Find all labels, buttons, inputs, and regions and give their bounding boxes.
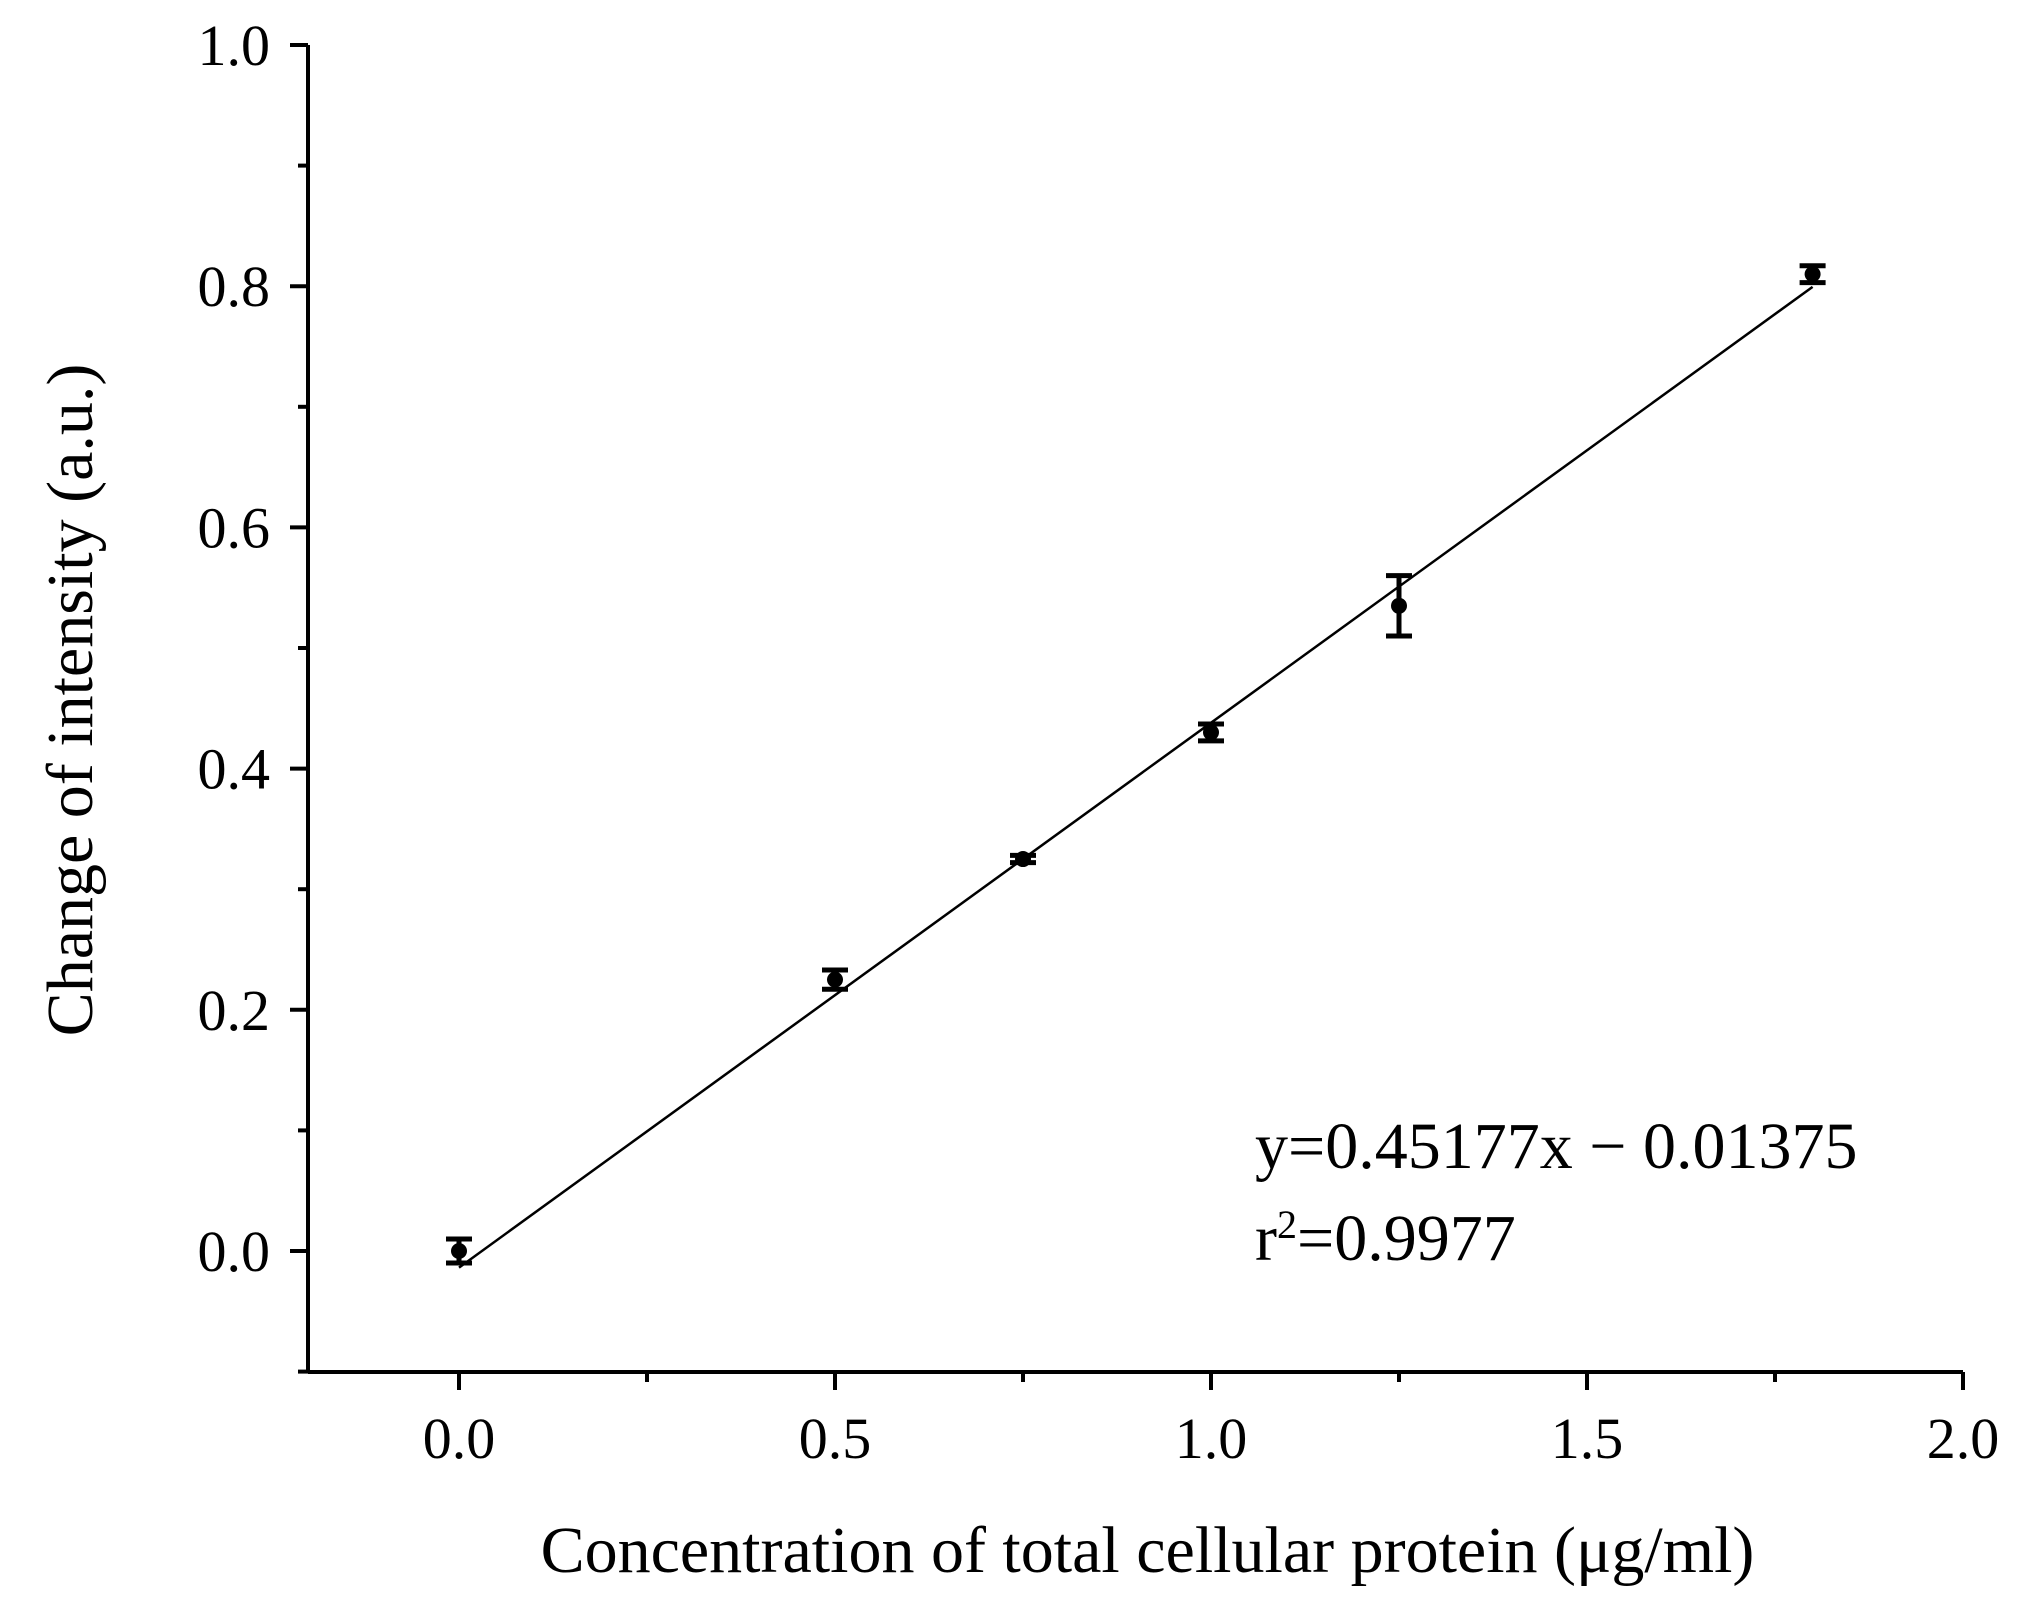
y-tick-label: 1.0 — [198, 13, 271, 78]
data-point — [1391, 597, 1407, 614]
data-point — [1804, 266, 1821, 283]
data-point-group — [822, 967, 848, 992]
data-point-group — [1799, 263, 1826, 286]
y-tick-label: 0.2 — [198, 978, 271, 1043]
y-axis-title: Change of intensity (a.u.) — [34, 364, 107, 1037]
y-tick-label: 0.6 — [198, 495, 271, 560]
r-squared-symbol: r — [1255, 1202, 1277, 1275]
y-tick-label: 0.8 — [198, 254, 271, 319]
data-point-group — [1010, 851, 1036, 868]
y-tick-label: 0.4 — [198, 737, 271, 802]
data-point — [827, 971, 843, 988]
r-squared-exponent: 2 — [1277, 1202, 1297, 1247]
x-tick-label: 0.5 — [799, 1406, 872, 1471]
data-point — [451, 1243, 467, 1259]
r-squared-annotation: r2=0.9977 — [1255, 1202, 1516, 1276]
regression-line — [458, 285, 1814, 1269]
data-point-group — [446, 1236, 472, 1266]
data-point-group — [1386, 573, 1412, 639]
data-point — [1203, 724, 1219, 741]
axis-ticks — [290, 43, 1965, 1390]
x-tick-label: 1.5 — [1551, 1406, 1624, 1471]
data-points — [446, 263, 1826, 1266]
regression-equation: y=0.45177x − 0.01375 — [1255, 1110, 1857, 1183]
y-tick-label: 0.0 — [198, 1219, 271, 1284]
x-axis-title: Concentration of total cellular protein … — [541, 1514, 1755, 1587]
data-point-group — [1198, 721, 1224, 744]
x-tick-label: 1.0 — [1175, 1406, 1248, 1471]
x-tick-label: 2.0 — [1927, 1406, 2000, 1471]
r-squared-value: =0.9977 — [1297, 1202, 1516, 1275]
data-point — [1015, 851, 1031, 868]
x-tick-label: 0.0 — [423, 1406, 496, 1471]
axis-tick-labels: 0.0 0.5 1.0 1.5 2.0 0.0 0.2 0.4 0.6 0.8 1.0 — [198, 13, 2000, 1471]
